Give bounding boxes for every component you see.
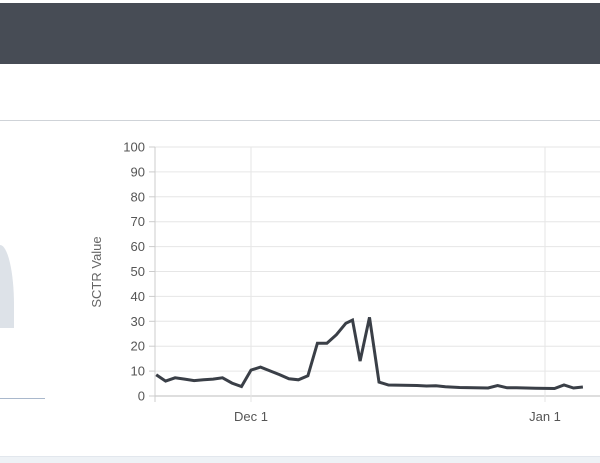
- y-tick-label: 50: [131, 264, 145, 279]
- y-tick-label: 70: [131, 214, 145, 229]
- y-tick-label: 30: [131, 314, 145, 329]
- gauge-baseline: [0, 398, 45, 399]
- y-tick-label: 80: [131, 189, 145, 204]
- chart-gridlines: [155, 146, 600, 402]
- bottom-panel-edge: [0, 456, 600, 463]
- top-navigation-bar: [0, 3, 600, 64]
- gauge-arc: [0, 245, 14, 328]
- x-tick-label: Jan 1: [529, 409, 561, 424]
- y-tick-label: 0: [138, 389, 145, 404]
- y-tick-label: 90: [131, 164, 145, 179]
- y-tick-label: 20: [131, 339, 145, 354]
- sctr-series-line: [155, 316, 584, 391]
- chart-series: [155, 316, 584, 391]
- y-tick-label: 100: [123, 140, 145, 155]
- y-axis-title: SCTR Value: [89, 236, 104, 307]
- x-tick-label: Dec 1: [234, 409, 268, 424]
- panel-divider: [0, 120, 600, 121]
- chart-axes: [149, 146, 156, 402]
- chart-tick-labels: 0 10 20 30 40 50 60 70 80 90 100 Dec 1 Jan 1: [123, 140, 561, 425]
- y-tick-label: 10: [131, 364, 145, 379]
- y-tick-label: 40: [131, 289, 145, 304]
- y-tick-label: 60: [131, 239, 145, 254]
